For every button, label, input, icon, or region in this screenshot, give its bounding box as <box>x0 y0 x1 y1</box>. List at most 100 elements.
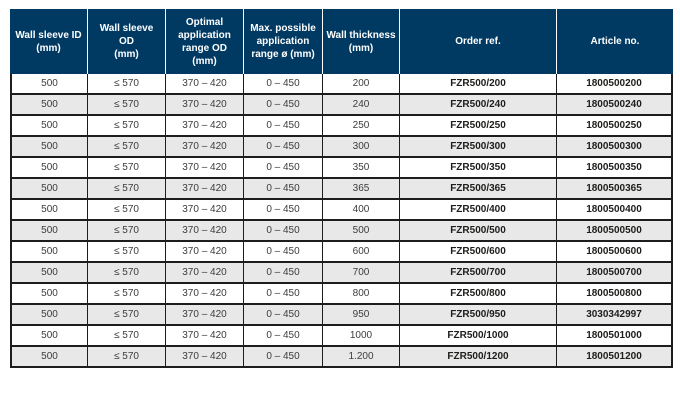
cell-order_ref: FZR500/400 <box>400 200 557 221</box>
cell-wall_sleeve_od: ≤ 570 <box>88 179 166 200</box>
cell-order_ref: FZR500/300 <box>400 137 557 158</box>
cell-wall_thickness: 800 <box>323 284 400 305</box>
cell-optimal_application_range_od: 370 – 420 <box>166 137 244 158</box>
cell-wall_thickness: 350 <box>323 158 400 179</box>
cell-max_possible_application_range: 0 – 450 <box>244 74 323 95</box>
cell-optimal_application_range_od: 370 – 420 <box>166 263 244 284</box>
cell-wall_sleeve_od: ≤ 570 <box>88 242 166 263</box>
cell-wall_sleeve_od: ≤ 570 <box>88 284 166 305</box>
cell-wall_sleeve_id: 500 <box>10 326 88 347</box>
cell-optimal_application_range_od: 370 – 420 <box>166 116 244 137</box>
cell-article_no: 1800501200 <box>557 347 673 368</box>
cell-article_no: 1800500250 <box>557 116 673 137</box>
table-row: 500 ≤ 570 370 – 420 0 – 450 600 FZR500/600 180… <box>10 242 673 263</box>
cell-optimal_application_range_od: 370 – 420 <box>166 242 244 263</box>
cell-wall_sleeve_id: 500 <box>10 347 88 368</box>
cell-max_possible_application_range: 0 – 450 <box>244 284 323 305</box>
cell-article_no: 1800500700 <box>557 263 673 284</box>
column-header-optimal_application_range_od: Optimal application range OD (mm) <box>166 9 244 74</box>
cell-order_ref: FZR500/200 <box>400 74 557 95</box>
cell-max_possible_application_range: 0 – 450 <box>244 179 323 200</box>
cell-wall_sleeve_od: ≤ 570 <box>88 137 166 158</box>
cell-max_possible_application_range: 0 – 450 <box>244 242 323 263</box>
cell-order_ref: FZR500/600 <box>400 242 557 263</box>
cell-article_no: 1800500365 <box>557 179 673 200</box>
cell-optimal_application_range_od: 370 – 420 <box>166 95 244 116</box>
column-header-max_possible_application_range: Max. possible application range ø (mm) <box>244 9 323 74</box>
column-header-article_no: Article no. <box>557 9 673 74</box>
cell-optimal_application_range_od: 370 – 420 <box>166 305 244 326</box>
cell-wall_sleeve_od: ≤ 570 <box>88 95 166 116</box>
cell-optimal_application_range_od: 370 – 420 <box>166 74 244 95</box>
cell-max_possible_application_range: 0 – 450 <box>244 116 323 137</box>
cell-order_ref: FZR500/950 <box>400 305 557 326</box>
cell-order_ref: FZR500/700 <box>400 263 557 284</box>
cell-article_no: 1800501000 <box>557 326 673 347</box>
cell-wall_sleeve_id: 500 <box>10 116 88 137</box>
cell-max_possible_application_range: 0 – 450 <box>244 347 323 368</box>
cell-article_no: 1800500300 <box>557 137 673 158</box>
cell-wall_sleeve_od: ≤ 570 <box>88 74 166 95</box>
cell-wall_sleeve_od: ≤ 570 <box>88 200 166 221</box>
cell-wall_sleeve_od: ≤ 570 <box>88 263 166 284</box>
cell-wall_thickness: 950 <box>323 305 400 326</box>
cell-wall_thickness: 600 <box>323 242 400 263</box>
cell-article_no: 1800500400 <box>557 200 673 221</box>
table-row: 500 ≤ 570 370 – 420 0 – 450 1000 FZR500/1000 1… <box>10 326 673 347</box>
cell-wall_sleeve_id: 500 <box>10 74 88 95</box>
cell-wall_sleeve_id: 500 <box>10 221 88 242</box>
cell-article_no: 1800500200 <box>557 74 673 95</box>
cell-optimal_application_range_od: 370 – 420 <box>166 284 244 305</box>
cell-optimal_application_range_od: 370 – 420 <box>166 158 244 179</box>
table-row: 500 ≤ 570 370 – 420 0 – 450 200 FZR500/200 180… <box>10 74 673 95</box>
header-row: Wall sleeve ID (mm) Wall sleeve OD (mm) Op… <box>10 9 673 74</box>
cell-max_possible_application_range: 0 – 450 <box>244 221 323 242</box>
cell-article_no: 1800500600 <box>557 242 673 263</box>
table-row: 500 ≤ 570 370 – 420 0 – 450 950 FZR500/950 303… <box>10 305 673 326</box>
cell-order_ref: FZR500/240 <box>400 95 557 116</box>
cell-article_no: 1800500800 <box>557 284 673 305</box>
column-header-wall_sleeve_id: Wall sleeve ID (mm) <box>10 9 88 74</box>
cell-order_ref: FZR500/350 <box>400 158 557 179</box>
cell-wall_sleeve_id: 500 <box>10 242 88 263</box>
cell-order_ref: FZR500/365 <box>400 179 557 200</box>
cell-article_no: 3030342997 <box>557 305 673 326</box>
table-row: 500 ≤ 570 370 – 420 0 – 450 800 FZR500/800 180… <box>10 284 673 305</box>
cell-wall_sleeve_id: 500 <box>10 158 88 179</box>
column-header-wall_sleeve_od: Wall sleeve OD (mm) <box>88 9 166 74</box>
column-header-order_ref: Order ref. <box>400 9 557 74</box>
cell-order_ref: FZR500/1200 <box>400 347 557 368</box>
cell-wall_thickness: 700 <box>323 263 400 284</box>
product-table: Wall sleeve ID (mm) Wall sleeve OD (mm) Op… <box>10 9 673 368</box>
cell-wall_thickness: 250 <box>323 116 400 137</box>
cell-wall_sleeve_id: 500 <box>10 179 88 200</box>
cell-wall_thickness: 200 <box>323 74 400 95</box>
table-row: 500 ≤ 570 370 – 420 0 – 450 400 FZR500/400 180… <box>10 200 673 221</box>
cell-order_ref: FZR500/250 <box>400 116 557 137</box>
cell-wall_sleeve_id: 500 <box>10 305 88 326</box>
product-table-container: Wall sleeve ID (mm) Wall sleeve OD (mm) Op… <box>10 9 673 368</box>
table-body: 500 ≤ 570 370 – 420 0 – 450 200 FZR500/200 180… <box>10 74 673 368</box>
table-row: 500 ≤ 570 370 – 420 0 – 450 300 FZR500/300 180… <box>10 137 673 158</box>
cell-wall_sleeve_id: 500 <box>10 263 88 284</box>
cell-max_possible_application_range: 0 – 450 <box>244 326 323 347</box>
cell-article_no: 1800500500 <box>557 221 673 242</box>
cell-wall_thickness: 400 <box>323 200 400 221</box>
column-header-wall_thickness: Wall thickness (mm) <box>323 9 400 74</box>
cell-max_possible_application_range: 0 – 450 <box>244 95 323 116</box>
cell-wall_thickness: 240 <box>323 95 400 116</box>
table-row: 500 ≤ 570 370 – 420 0 – 450 365 FZR500/365 180… <box>10 179 673 200</box>
table-row: 500 ≤ 570 370 – 420 0 – 450 700 FZR500/700 180… <box>10 263 673 284</box>
cell-wall_sleeve_od: ≤ 570 <box>88 221 166 242</box>
cell-wall_sleeve_id: 500 <box>10 200 88 221</box>
cell-wall_sleeve_id: 500 <box>10 95 88 116</box>
table-row: 500 ≤ 570 370 – 420 0 – 450 1.200 FZR500/1200… <box>10 347 673 368</box>
cell-wall_sleeve_od: ≤ 570 <box>88 305 166 326</box>
cell-max_possible_application_range: 0 – 450 <box>244 305 323 326</box>
cell-wall_sleeve_od: ≤ 570 <box>88 326 166 347</box>
cell-max_possible_application_range: 0 – 450 <box>244 263 323 284</box>
cell-max_possible_application_range: 0 – 450 <box>244 137 323 158</box>
cell-wall_thickness: 1000 <box>323 326 400 347</box>
cell-wall_sleeve_id: 500 <box>10 137 88 158</box>
cell-optimal_application_range_od: 370 – 420 <box>166 221 244 242</box>
